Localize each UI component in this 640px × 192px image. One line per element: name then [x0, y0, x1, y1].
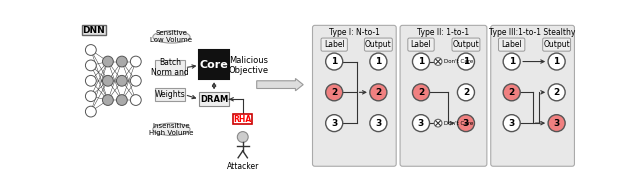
Circle shape — [503, 115, 520, 132]
Circle shape — [85, 106, 96, 117]
Text: 1: 1 — [331, 57, 337, 66]
Circle shape — [102, 95, 113, 105]
Circle shape — [326, 84, 343, 101]
Text: Label: Label — [324, 40, 344, 49]
Text: Insensitive
High Volume: Insensitive High Volume — [149, 123, 194, 136]
Circle shape — [85, 60, 96, 71]
Circle shape — [503, 53, 520, 70]
Circle shape — [131, 56, 141, 67]
Text: 2: 2 — [554, 88, 560, 97]
Circle shape — [116, 75, 127, 86]
Bar — [155, 60, 184, 75]
Text: Core: Core — [200, 60, 228, 70]
Circle shape — [548, 115, 565, 132]
Text: Output: Output — [543, 40, 570, 49]
Circle shape — [370, 53, 387, 70]
Text: DRAM: DRAM — [200, 95, 228, 104]
Bar — [234, 114, 252, 124]
FancyArrow shape — [257, 79, 303, 91]
Text: Type II: 1-to-1: Type II: 1-to-1 — [417, 28, 470, 37]
Text: Output: Output — [365, 40, 392, 49]
Circle shape — [503, 84, 520, 101]
Text: 2: 2 — [331, 88, 337, 97]
Circle shape — [102, 56, 113, 67]
FancyBboxPatch shape — [400, 25, 487, 166]
Text: 1: 1 — [375, 57, 381, 66]
Circle shape — [434, 119, 442, 127]
FancyBboxPatch shape — [452, 38, 480, 51]
Bar — [83, 25, 106, 35]
Circle shape — [326, 115, 343, 132]
Text: 3: 3 — [418, 119, 424, 128]
FancyBboxPatch shape — [312, 25, 396, 166]
Circle shape — [102, 75, 113, 86]
FancyBboxPatch shape — [321, 38, 348, 51]
Text: 3: 3 — [509, 119, 515, 128]
Circle shape — [548, 53, 565, 70]
Text: 1: 1 — [418, 57, 424, 66]
Text: 1: 1 — [554, 57, 560, 66]
Text: Attacker: Attacker — [227, 162, 259, 171]
Circle shape — [116, 95, 127, 105]
Text: Type III:1-to-1 Stealthy: Type III:1-to-1 Stealthy — [490, 28, 576, 37]
Text: Weights: Weights — [154, 90, 185, 99]
Text: 1: 1 — [509, 57, 515, 66]
Circle shape — [85, 75, 96, 86]
Circle shape — [370, 115, 387, 132]
Circle shape — [370, 84, 387, 101]
Text: Malicious
Objective: Malicious Objective — [229, 56, 269, 75]
Text: 3: 3 — [554, 119, 560, 128]
Text: Label: Label — [501, 40, 522, 49]
Ellipse shape — [153, 31, 190, 43]
Text: Output: Output — [452, 40, 479, 49]
Text: 3: 3 — [463, 119, 469, 128]
Text: 3: 3 — [331, 119, 337, 128]
Text: 1: 1 — [463, 57, 469, 66]
Circle shape — [434, 58, 442, 65]
Circle shape — [548, 84, 565, 101]
Text: 2: 2 — [463, 88, 469, 97]
Text: 3: 3 — [375, 119, 381, 128]
FancyBboxPatch shape — [499, 38, 525, 51]
Circle shape — [237, 132, 248, 142]
FancyBboxPatch shape — [491, 25, 575, 166]
Text: Batch
Norm and: Batch Norm and — [151, 58, 189, 77]
Circle shape — [116, 56, 127, 67]
Text: 2: 2 — [375, 88, 381, 97]
Bar — [155, 89, 184, 101]
Circle shape — [458, 84, 474, 101]
Circle shape — [458, 53, 474, 70]
Text: 2: 2 — [418, 88, 424, 97]
Circle shape — [131, 75, 141, 86]
Circle shape — [326, 53, 343, 70]
Text: Type I: N-to-1: Type I: N-to-1 — [329, 28, 380, 37]
Text: Don't Care: Don't Care — [444, 59, 474, 64]
Circle shape — [458, 115, 474, 132]
Circle shape — [131, 95, 141, 105]
Circle shape — [412, 115, 429, 132]
Text: Don't Care: Don't Care — [444, 121, 474, 126]
FancyBboxPatch shape — [408, 38, 434, 51]
Text: Sensitive
Low Volume: Sensitive Low Volume — [150, 30, 193, 43]
Bar — [199, 92, 229, 106]
Ellipse shape — [153, 123, 190, 136]
Circle shape — [85, 45, 96, 55]
Text: 2: 2 — [509, 88, 515, 97]
Circle shape — [412, 53, 429, 70]
Bar — [199, 50, 229, 79]
FancyBboxPatch shape — [543, 38, 571, 51]
Circle shape — [85, 91, 96, 102]
Circle shape — [412, 84, 429, 101]
Text: Label: Label — [411, 40, 431, 49]
FancyBboxPatch shape — [364, 38, 392, 51]
Text: DNN: DNN — [83, 26, 106, 35]
Text: RHA: RHA — [234, 115, 252, 124]
